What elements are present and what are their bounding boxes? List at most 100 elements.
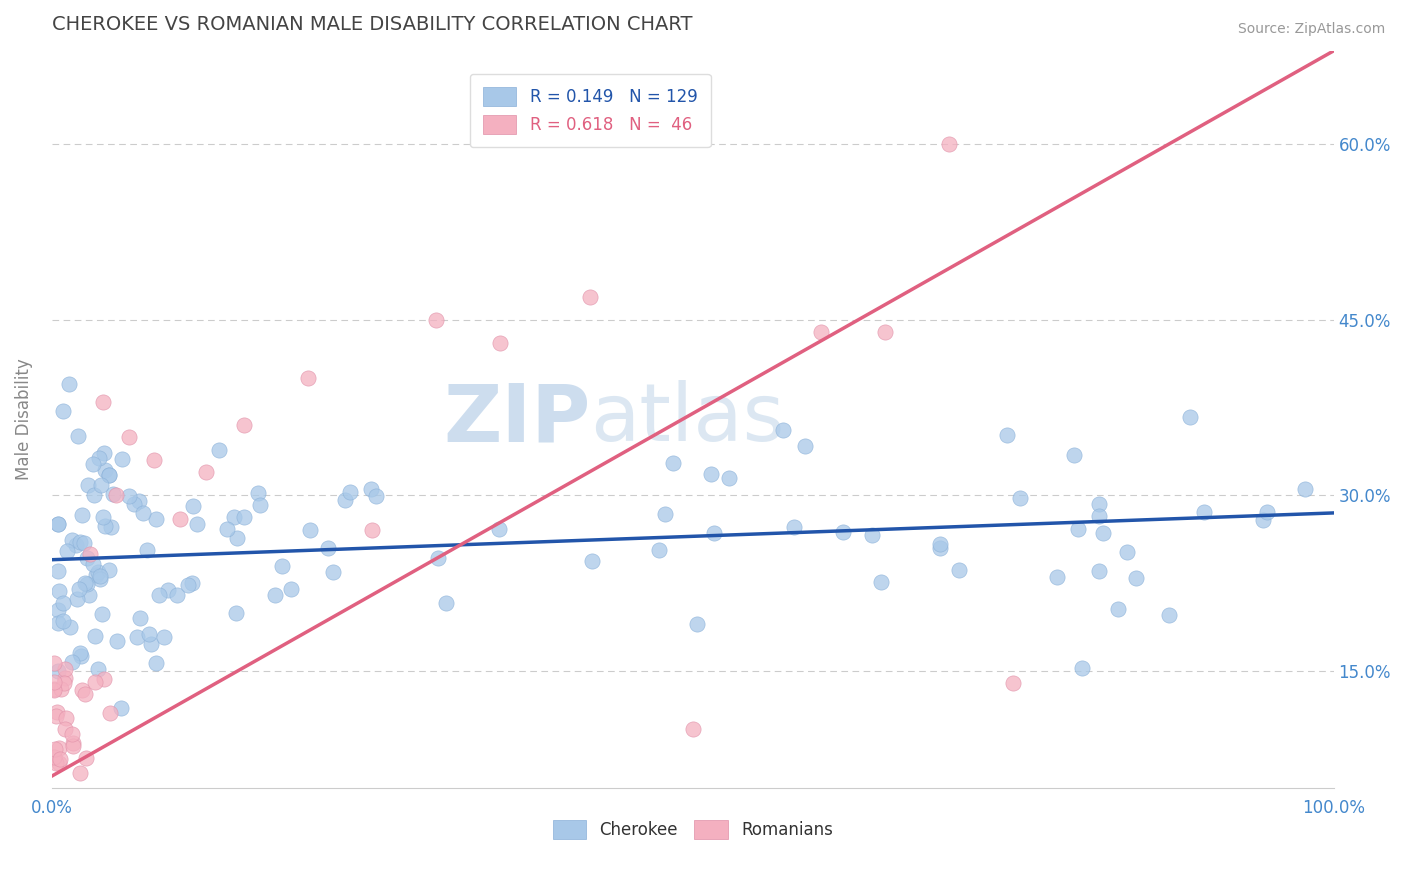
Romanians bbox=[79, 547, 101, 561]
Cherokee bbox=[94, 463, 117, 477]
Romanians bbox=[46, 705, 69, 719]
Cherokee bbox=[90, 477, 112, 491]
Cherokee bbox=[700, 467, 723, 482]
Cherokee bbox=[76, 577, 98, 591]
Cherokee bbox=[87, 565, 110, 579]
Cherokee bbox=[87, 451, 110, 466]
Cherokee bbox=[1180, 410, 1202, 425]
Cherokee bbox=[111, 451, 134, 466]
Cherokee bbox=[298, 523, 321, 537]
Cherokee bbox=[87, 662, 110, 676]
Cherokee bbox=[427, 551, 450, 566]
Cherokee bbox=[59, 620, 82, 634]
Cherokee bbox=[91, 509, 114, 524]
Romanians bbox=[873, 325, 896, 339]
Cherokee bbox=[1294, 482, 1316, 496]
Cherokee bbox=[100, 519, 122, 533]
Cherokee bbox=[166, 588, 188, 602]
Cherokee bbox=[46, 516, 69, 531]
Cherokee bbox=[246, 485, 269, 500]
Cherokee bbox=[177, 578, 200, 592]
Cherokee bbox=[67, 582, 90, 596]
Cherokee bbox=[1256, 505, 1278, 519]
Legend: Cherokee, Romanians: Cherokee, Romanians bbox=[546, 814, 839, 846]
Cherokee bbox=[46, 615, 69, 630]
Cherokee bbox=[82, 557, 104, 571]
Cherokee bbox=[488, 522, 510, 536]
Romanians bbox=[48, 741, 70, 756]
Cherokee bbox=[90, 607, 112, 622]
Romanians bbox=[233, 418, 256, 433]
Cherokee bbox=[948, 563, 970, 577]
Cherokee bbox=[69, 646, 91, 660]
Cherokee bbox=[222, 510, 245, 524]
Cherokee bbox=[97, 467, 120, 482]
Cherokee bbox=[60, 533, 83, 547]
Cherokee bbox=[157, 582, 180, 597]
Romanians bbox=[53, 671, 76, 685]
Cherokee bbox=[46, 664, 69, 678]
Romanians bbox=[44, 741, 66, 756]
Cherokee bbox=[832, 524, 855, 539]
Cherokee bbox=[73, 536, 96, 550]
Text: Source: ZipAtlas.com: Source: ZipAtlas.com bbox=[1237, 22, 1385, 37]
Cherokee bbox=[1107, 602, 1129, 616]
Cherokee bbox=[76, 551, 98, 566]
Cherokee bbox=[145, 656, 167, 670]
Cherokee bbox=[280, 582, 302, 596]
Romanians bbox=[1002, 675, 1025, 690]
Cherokee bbox=[870, 574, 893, 589]
Cherokee bbox=[249, 498, 271, 512]
Romanians bbox=[49, 752, 72, 766]
Cherokee bbox=[215, 522, 238, 536]
Cherokee bbox=[70, 508, 93, 523]
Cherokee bbox=[110, 701, 132, 715]
Cherokee bbox=[180, 575, 202, 590]
Cherokee bbox=[56, 543, 79, 558]
Romanians bbox=[45, 756, 67, 771]
Cherokee bbox=[1157, 608, 1180, 623]
Cherokee bbox=[860, 528, 883, 542]
Romanians bbox=[49, 682, 72, 697]
Romanians bbox=[62, 736, 84, 750]
Cherokee bbox=[89, 572, 111, 586]
Romanians bbox=[118, 430, 141, 444]
Romanians bbox=[70, 683, 93, 698]
Cherokee bbox=[647, 542, 669, 557]
Cherokee bbox=[48, 583, 70, 598]
Romanians bbox=[44, 674, 66, 689]
Romanians bbox=[143, 453, 166, 467]
Cherokee bbox=[129, 610, 152, 624]
Cherokee bbox=[1008, 491, 1031, 505]
Romanians bbox=[100, 706, 122, 720]
Cherokee bbox=[322, 565, 344, 579]
Cherokee bbox=[772, 423, 794, 437]
Cherokee bbox=[186, 517, 208, 532]
Romanians bbox=[169, 512, 191, 526]
Cherokee bbox=[46, 516, 69, 531]
Cherokee bbox=[1046, 569, 1069, 583]
Text: CHEROKEE VS ROMANIAN MALE DISABILITY CORRELATION CHART: CHEROKEE VS ROMANIAN MALE DISABILITY COR… bbox=[52, 15, 692, 34]
Cherokee bbox=[148, 588, 170, 602]
Cherokee bbox=[93, 446, 115, 460]
Romanians bbox=[93, 672, 115, 686]
Cherokee bbox=[1092, 525, 1115, 540]
Cherokee bbox=[135, 542, 157, 557]
Cherokee bbox=[52, 614, 75, 628]
Cherokee bbox=[76, 478, 98, 492]
Romanians bbox=[62, 739, 84, 754]
Cherokee bbox=[132, 506, 155, 520]
Cherokee bbox=[69, 648, 91, 663]
Cherokee bbox=[139, 637, 162, 651]
Romanians bbox=[938, 137, 960, 152]
Cherokee bbox=[316, 541, 339, 556]
Romanians bbox=[44, 750, 66, 764]
Romanians bbox=[425, 313, 447, 327]
Cherokee bbox=[662, 456, 685, 470]
Cherokee bbox=[686, 616, 709, 631]
Cherokee bbox=[271, 559, 294, 574]
Cherokee bbox=[128, 494, 150, 508]
Cherokee bbox=[118, 489, 141, 503]
Cherokee bbox=[1192, 505, 1215, 519]
Romanians bbox=[91, 394, 114, 409]
